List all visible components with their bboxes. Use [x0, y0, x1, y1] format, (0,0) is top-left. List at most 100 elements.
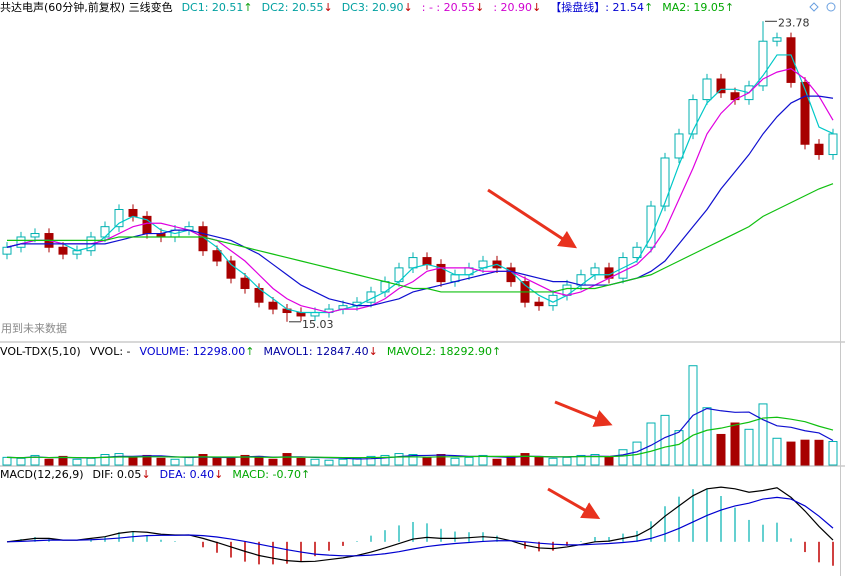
volume-bar [450, 457, 460, 466]
volume-bar [184, 456, 194, 466]
volume-bar [16, 457, 26, 466]
pointer-arrow [487, 188, 578, 249]
volume-bar [310, 458, 320, 466]
volume-bar [646, 422, 656, 466]
diamond-icon[interactable] [809, 2, 819, 12]
candle-body [828, 133, 838, 156]
trend-arrow: ↓ [403, 1, 413, 14]
candle-body [660, 157, 670, 207]
candle-body [702, 78, 712, 101]
volume-bar [436, 454, 446, 466]
volume-bar [338, 458, 348, 466]
candle-body [772, 37, 782, 42]
volume-bar [226, 457, 236, 466]
indicator-value: : 20.90 [493, 1, 533, 14]
trend-arrow: ↓ [368, 345, 378, 358]
indicator-line [6, 95, 834, 307]
candle-body [128, 208, 138, 217]
trend-arrow: ↑ [724, 1, 735, 14]
volume-bar [828, 441, 838, 466]
volume-bar [128, 456, 138, 466]
indicator-line [6, 416, 834, 459]
volume-bar [786, 441, 796, 466]
volume-bar [156, 457, 166, 466]
volume-bar [478, 454, 488, 466]
indicator-value: DIF: 0.05 [92, 468, 142, 481]
candle-body [100, 226, 110, 238]
volume-bar [58, 455, 68, 466]
trend-arrow: ↑ [300, 468, 311, 481]
volume-bar [716, 433, 726, 466]
trend-arrow: ↑ [243, 1, 253, 14]
candle-body [30, 233, 40, 238]
circle-icon[interactable] [826, 2, 836, 12]
volume-bar [2, 456, 12, 466]
trend-arrow: ↑ [643, 1, 654, 14]
trend-arrow: ↑ [491, 345, 502, 358]
volume-bar [814, 439, 824, 466]
volume-bar [72, 458, 82, 466]
indicator-line [7, 183, 834, 293]
volume-bar [800, 439, 810, 466]
candle-body [58, 246, 68, 255]
volume-bar [520, 453, 530, 466]
volume-bar [492, 458, 502, 466]
trend-arrow: ↓ [214, 468, 224, 481]
volume-bar [352, 457, 362, 466]
volume-bar [380, 454, 390, 466]
indicator-value: DEA: 0.40 [159, 468, 215, 481]
volume-bar [464, 456, 474, 466]
candle-body [716, 78, 726, 94]
candle-body [436, 263, 446, 283]
indicator-value: 【操盘线】: 21.54 [550, 1, 644, 14]
pointer-arrow [547, 487, 601, 519]
candle-body [226, 260, 236, 279]
low-label: 15.03 [302, 318, 334, 331]
trend-arrow: ↓ [475, 1, 485, 14]
indicator-line [6, 407, 834, 460]
trend-arrow: ↓ [323, 1, 333, 14]
volume-bar [198, 454, 208, 466]
trend-arrow: ↓ [532, 1, 542, 14]
panel-title: MACD(12,26,9) [0, 468, 84, 481]
indicator-value: DC3: 20.90 [341, 1, 404, 14]
volume-bar [604, 456, 614, 466]
indicator-value: MAVOL1: 12847.40 [263, 345, 369, 358]
candle-body [674, 133, 684, 159]
volume-bar [660, 414, 670, 466]
trend-arrow: ↑ [245, 345, 255, 358]
volume-bar [674, 430, 684, 466]
volume-bar [100, 454, 110, 466]
candle-body [814, 143, 824, 156]
volume-bar [30, 454, 40, 466]
volume-bar [548, 457, 558, 466]
volume-bar [240, 454, 250, 466]
indicator-line [6, 68, 834, 314]
candle-body [16, 236, 26, 248]
candle-body [758, 40, 768, 87]
volume-header: VOL-TDX(5,10) VVOL: - VOLUME: 12298.00↑ MAV… [0, 345, 501, 359]
candle-body [632, 246, 642, 259]
candle-body [688, 99, 698, 135]
volume-bar [758, 403, 768, 466]
volume-bar [282, 453, 292, 466]
volume-bar [408, 454, 418, 466]
volume-bar [730, 422, 740, 466]
candle-body [198, 226, 208, 252]
volume-bar [170, 458, 180, 466]
indicator-value: : - : 20.55 [421, 1, 476, 14]
candle-body [114, 208, 124, 228]
trend-arrow: ↓ [141, 468, 151, 481]
volume-bar [590, 454, 600, 466]
pointer-arrow [554, 400, 613, 427]
candle-body [422, 257, 432, 265]
volume-bar [296, 457, 306, 466]
indicator-value: MA2: 19.05 [662, 1, 725, 14]
candle-body [590, 267, 600, 276]
candle-body [800, 81, 810, 145]
volume-bar [268, 458, 278, 466]
candle-body [268, 301, 278, 310]
volume-bar [366, 455, 376, 466]
